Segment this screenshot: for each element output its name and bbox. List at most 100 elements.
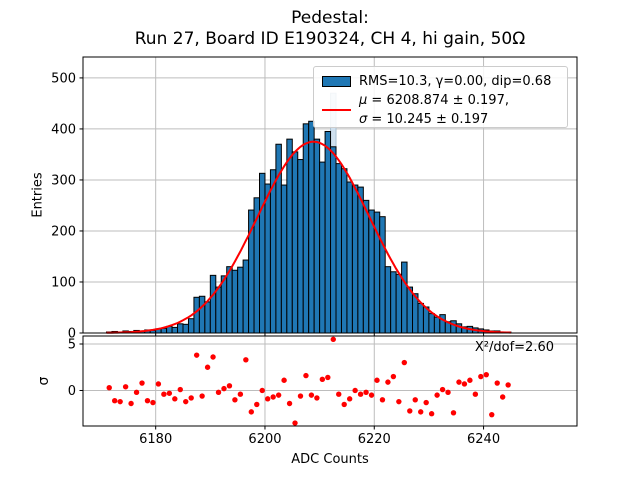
residual-point [161, 391, 167, 397]
residual-point [407, 408, 413, 414]
residual-point [418, 409, 424, 415]
histogram-bar [237, 266, 244, 334]
residual-point [248, 409, 255, 415]
legend-histogram-label: RMS=10.3, γ=0.00, dip=0.68 [359, 73, 552, 89]
residual-point [494, 380, 500, 386]
residual-point [139, 380, 145, 386]
histogram-bar [379, 216, 386, 334]
histogram-bar [401, 261, 408, 334]
y-tick-label: 100 [51, 275, 76, 290]
histogram-bar [171, 326, 179, 334]
residual-point [199, 393, 205, 399]
residual-point [106, 384, 112, 391]
figure-title-line1: Pedestal: [291, 8, 369, 28]
histogram-bar [187, 318, 195, 334]
residual-point [259, 387, 265, 394]
residual-point [265, 396, 271, 402]
sigma-symbol: σ [359, 112, 368, 127]
histogram-bar [215, 286, 222, 334]
histogram-bar [313, 138, 321, 334]
residual-point [346, 396, 353, 402]
residual-point [489, 411, 495, 418]
residual-point [352, 387, 358, 394]
figure-title-line2: Run 27, Board ID E190324, CH 4, hi gain,… [134, 29, 526, 49]
residual-point [111, 398, 118, 404]
residual-point [243, 357, 249, 363]
residual-point [363, 389, 369, 396]
histogram-bar [340, 168, 348, 334]
fit-line-swatch [322, 109, 351, 111]
legend-fit-label: μ = 6208.874 ± 0.197, σ = 10.245 ± 0.197 [359, 91, 509, 129]
x-axis-label: ADC Counts [291, 452, 369, 467]
histogram-bar [269, 169, 277, 334]
histogram-bar [302, 123, 310, 334]
main-y-axis-label: Entries [30, 172, 46, 218]
x-tick-label: 6200 [248, 432, 281, 447]
residual-point [319, 376, 326, 383]
mu-value: = 6208.874 ± 0.197, [367, 93, 509, 108]
residual-point [270, 394, 276, 400]
residual-point [210, 354, 216, 360]
residual-point [434, 392, 440, 398]
residual-point [144, 398, 151, 404]
residual-point [286, 400, 293, 407]
residual-point [204, 364, 211, 370]
legend: RMS=10.3, γ=0.00, dip=0.68 μ = 6208.874 … [313, 66, 568, 128]
histogram-bar [406, 286, 414, 334]
histogram-bar [428, 313, 435, 334]
legend-entry-histogram: RMS=10.3, γ=0.00, dip=0.68 [322, 71, 559, 91]
x-tick-label: 6180 [139, 432, 172, 447]
residual-point [439, 386, 446, 393]
histogram-bar [182, 323, 189, 334]
residual-point [297, 393, 304, 399]
histogram-bar [346, 181, 353, 334]
histogram-bar [231, 269, 239, 334]
histogram-bar [291, 151, 299, 334]
residual-point [133, 389, 140, 396]
y-tick-label: 200 [51, 224, 76, 239]
residual-point [308, 392, 315, 398]
y-tick-label: 500 [51, 71, 76, 86]
histogram-bar [417, 302, 424, 334]
residual-point [303, 372, 309, 379]
residual-point [150, 399, 156, 406]
histogram-bar [264, 183, 271, 334]
histogram-bar [395, 273, 403, 334]
residual-point [336, 391, 342, 397]
residual-point [499, 394, 506, 400]
histogram-bar [335, 163, 342, 334]
residual-point [412, 397, 418, 403]
histogram-bar [390, 271, 397, 334]
residual-point [330, 336, 336, 343]
residual-point [281, 377, 287, 383]
residual-point [275, 392, 282, 398]
residual-point [188, 395, 194, 401]
histogram-bar [280, 184, 288, 334]
residual-point [505, 382, 511, 388]
histogram-bar [324, 130, 332, 334]
histogram-bar [308, 120, 315, 334]
histogram-bar [220, 275, 228, 334]
mu-symbol: μ [359, 93, 368, 108]
residual-point [467, 377, 473, 383]
fit-curve [106, 140, 511, 334]
histogram-bar [297, 159, 304, 334]
residual-point [379, 397, 386, 403]
histogram-bar [193, 296, 200, 334]
histogram-bar [384, 266, 392, 334]
histogram-bar [286, 138, 293, 334]
histogram-bar [319, 161, 326, 334]
histogram-bar [433, 316, 441, 334]
histogram-bar [226, 266, 233, 334]
residual-y-axis-label: σ [36, 376, 52, 386]
residual-point [325, 374, 331, 381]
histogram-bar [422, 306, 430, 334]
histogram-bar [362, 199, 370, 334]
residual-point [292, 420, 298, 426]
residual-point [450, 410, 457, 416]
legend-entry-fit: μ = 6208.874 ± 0.197, σ = 10.245 ± 0.197 [322, 91, 559, 129]
residual-point [254, 401, 260, 408]
residual-point [456, 379, 462, 385]
